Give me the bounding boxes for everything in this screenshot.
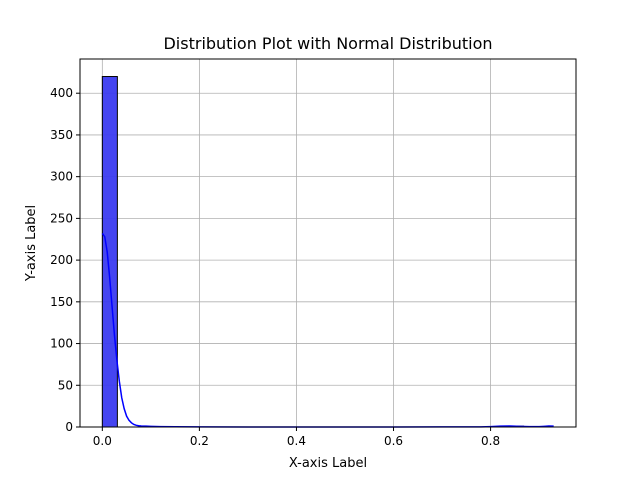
y-tick-label: 400 — [50, 86, 73, 100]
x-tick-label: 0.4 — [287, 434, 306, 448]
x-axis-label: X-axis Label — [289, 456, 367, 471]
y-tick-label: 50 — [58, 378, 73, 392]
kde-line — [101, 232, 554, 428]
y-axis-label: Y-axis Label — [24, 205, 39, 282]
x-axis-ticks: 0.0 0.2 0.4 0.6 0.8 — [93, 427, 500, 448]
y-axis-ticks: 0 50 100 150 200 250 300 350 400 — [50, 86, 80, 434]
y-tick-label: 250 — [50, 211, 73, 225]
x-tick-label: 0.6 — [384, 434, 403, 448]
density-curve — [101, 232, 554, 428]
y-tick-label: 0 — [65, 420, 73, 434]
x-tick-label: 0.8 — [481, 434, 500, 448]
x-tick-label: 0.0 — [93, 434, 112, 448]
y-tick-label: 200 — [50, 253, 73, 267]
chart-title: Distribution Plot with Normal Distributi… — [163, 34, 492, 53]
plot-frame — [79, 58, 577, 428]
y-tick-label: 350 — [50, 128, 73, 142]
y-tick-label: 150 — [50, 295, 73, 309]
y-tick-label: 100 — [50, 337, 73, 351]
histogram-bar — [101, 76, 118, 428]
x-tick-label: 0.2 — [190, 434, 209, 448]
y-tick-label: 300 — [50, 170, 73, 184]
